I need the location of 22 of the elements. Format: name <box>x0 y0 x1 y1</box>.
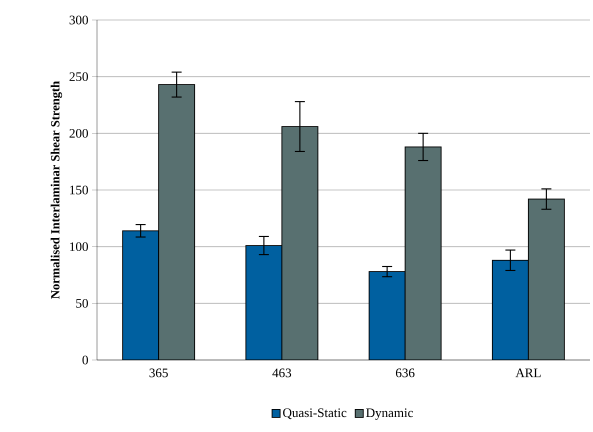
x-tick-label: 365 <box>150 368 168 378</box>
x-tick-label: 463 <box>272 368 292 378</box>
legend-label: Quasi-Static <box>283 408 346 420</box>
y-tick-label: 100 <box>70 242 88 252</box>
y-tick-label: 200 <box>70 128 88 138</box>
y-tick-label: 300 <box>70 16 88 24</box>
x-tick-label: 636 <box>396 368 414 378</box>
y-tick-label: 0 <box>82 356 88 364</box>
legend-label: Dynamic <box>366 408 413 420</box>
y-axis-title: Normalised Interlaminar Shear Strength <box>50 81 62 299</box>
bar <box>404 146 442 360</box>
bar <box>245 245 282 360</box>
bar <box>492 260 529 360</box>
bar <box>368 271 406 360</box>
bar <box>528 198 565 360</box>
bar <box>158 84 196 360</box>
y-tick-label: 50 <box>76 298 88 308</box>
y-tick-label: 150 <box>70 186 88 194</box>
bar <box>281 126 318 360</box>
bar <box>122 230 160 360</box>
y-tick-label: 250 <box>70 72 88 82</box>
x-tick-label: ARL <box>516 368 541 378</box>
